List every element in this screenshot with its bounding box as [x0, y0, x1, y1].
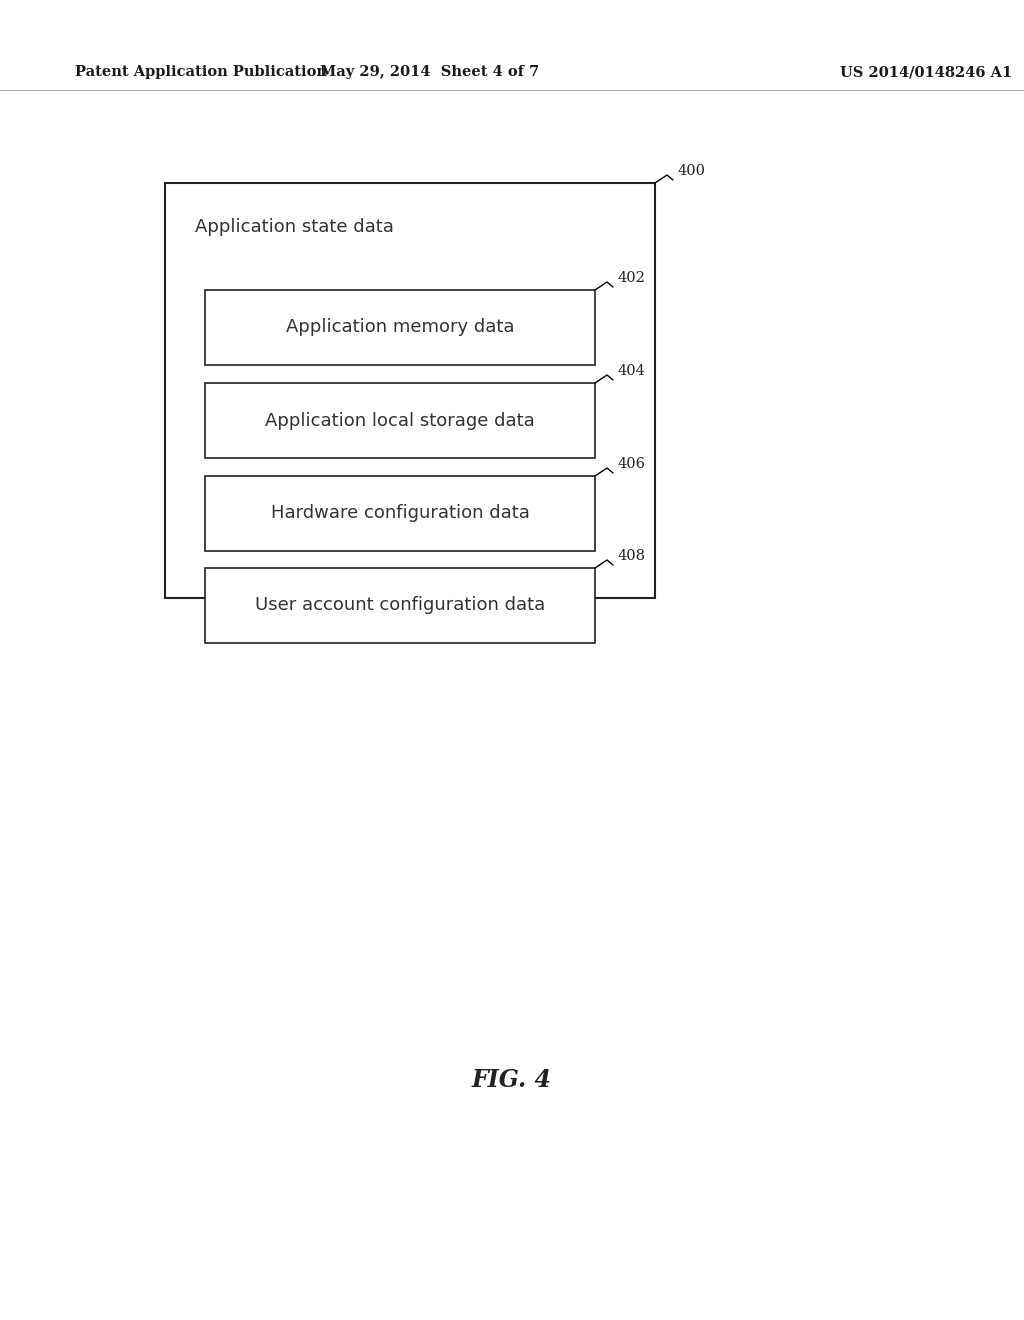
- Bar: [205, 477, 595, 550]
- Bar: [205, 290, 595, 366]
- Text: Patent Application Publication: Patent Application Publication: [75, 65, 327, 79]
- Text: Hardware configuration data: Hardware configuration data: [270, 504, 529, 523]
- Bar: [165, 183, 655, 598]
- Text: May 29, 2014  Sheet 4 of 7: May 29, 2014 Sheet 4 of 7: [321, 65, 540, 79]
- Text: User account configuration data: User account configuration data: [255, 597, 545, 615]
- Text: 402: 402: [617, 271, 645, 285]
- Text: Application memory data: Application memory data: [286, 318, 514, 337]
- Bar: [205, 568, 595, 643]
- Text: 400: 400: [677, 164, 705, 178]
- Text: 406: 406: [617, 457, 645, 471]
- Bar: [205, 383, 595, 458]
- Text: 404: 404: [617, 364, 645, 378]
- Text: US 2014/0148246 A1: US 2014/0148246 A1: [840, 65, 1013, 79]
- Text: Application local storage data: Application local storage data: [265, 412, 535, 429]
- Text: 408: 408: [617, 549, 645, 564]
- Text: FIG. 4: FIG. 4: [472, 1068, 552, 1092]
- Text: Application state data: Application state data: [195, 218, 394, 236]
